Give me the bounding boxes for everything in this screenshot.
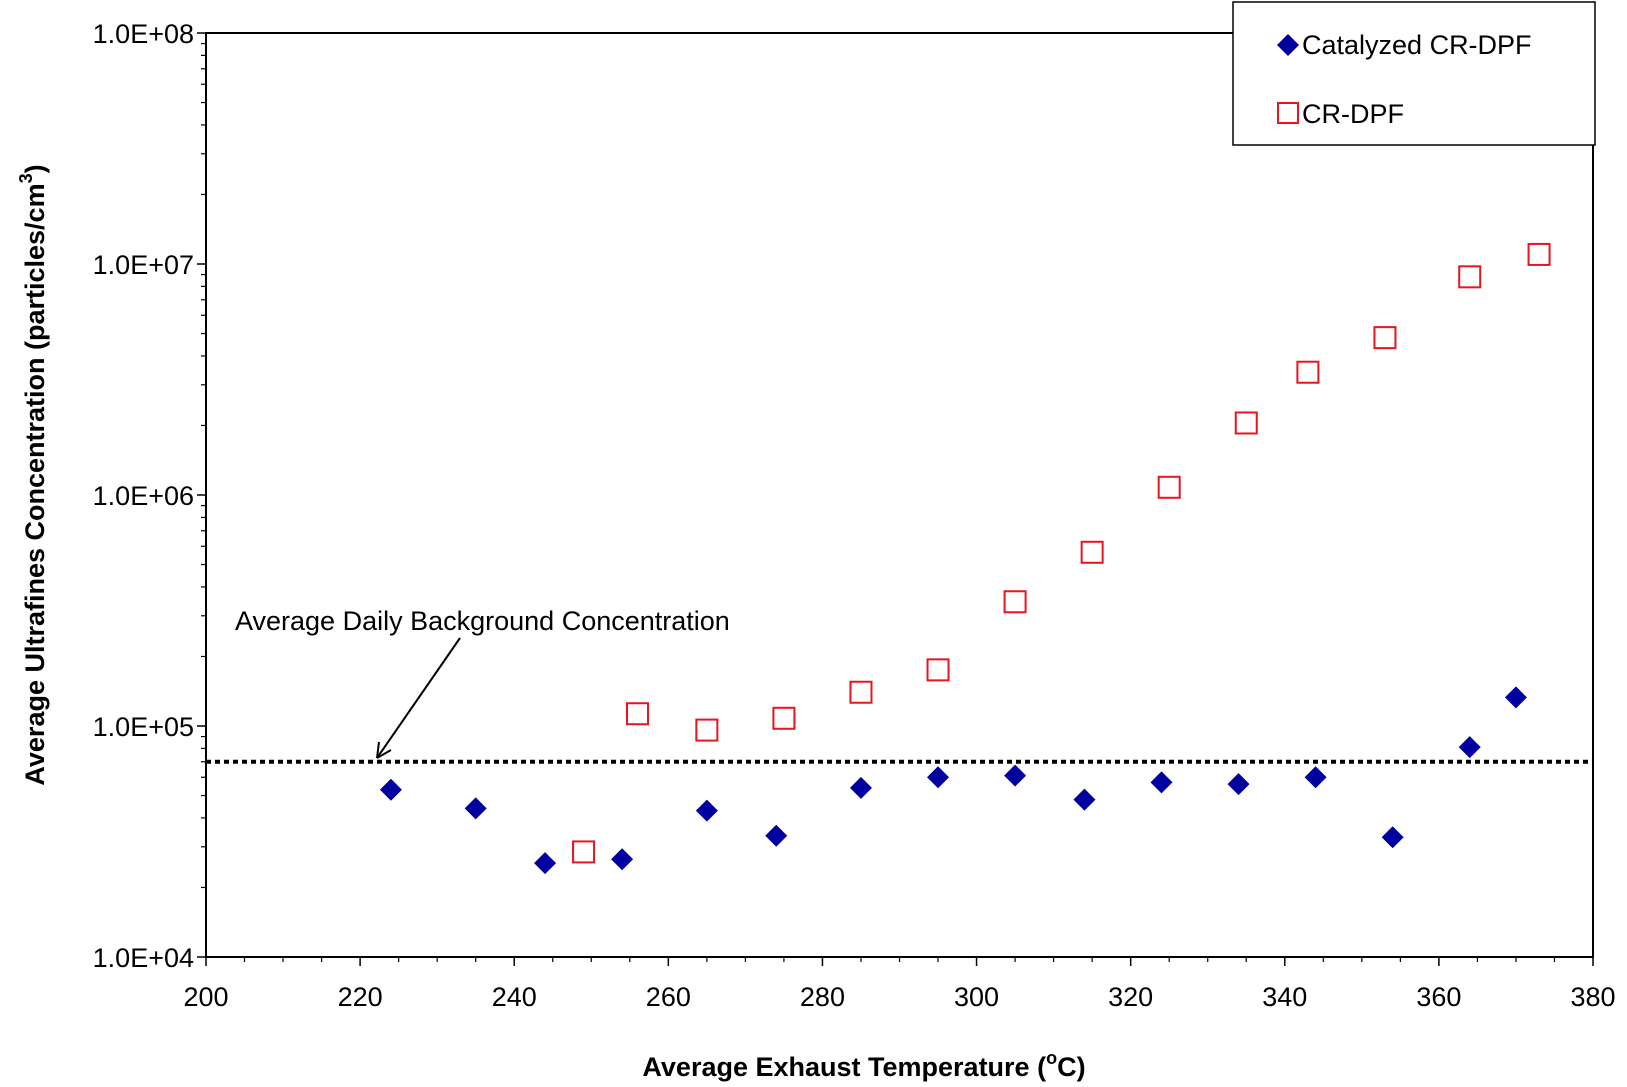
point-cr-dpf [1157,475,1181,499]
x-tick-label: 200 [183,982,228,1012]
point-cr-dpf [926,658,950,682]
y-axis-title-main: Average Ultrafines Concentration (partic… [20,183,50,785]
x-tick-label: 280 [800,982,845,1012]
plot-area [205,32,1594,958]
point-catalyzed-cr-dpf [1004,764,1027,787]
point-catalyzed-cr-dpf [927,766,950,789]
x-axis: 200 220 240 260 280 300 320 340 360 380 [183,957,1616,1012]
y-tick-label: 1.0E+04 [93,943,194,973]
legend-label-cr-dpf: CR-DPF [1302,99,1404,129]
x-axis-title-main: Average Exhaust Temperature ( [642,1052,1046,1082]
point-catalyzed-cr-dpf [1458,736,1481,759]
y-tick-label: 1.0E+05 [93,712,194,742]
annotation-arrow-head [376,741,392,759]
point-cr-dpf [1527,242,1551,266]
legend-diamond-marker [1277,34,1299,56]
x-tick-label: 220 [338,982,383,1012]
background-annotation: Average Daily Background Concentration [235,606,730,759]
x-tick-label: 360 [1416,982,1461,1012]
point-catalyzed-cr-dpf [849,776,872,799]
y-axis-title: Average Ultrafines Concentration (partic… [16,164,50,785]
point-catalyzed-cr-dpf [464,797,487,820]
x-tick-label: 380 [1570,982,1615,1012]
legend-label-catalyzed-cr-dpf: Catalyzed CR-DPF [1302,30,1532,60]
legend-square-marker [1277,102,1299,124]
point-catalyzed-cr-dpf [765,824,788,847]
point-catalyzed-cr-dpf [611,848,634,871]
y-axis: 1.0E+04 1.0E+05 1.0E+06 1.0E+07 1.0E+08 [93,19,206,973]
point-cr-dpf [772,706,796,730]
point-cr-dpf [1296,360,1320,384]
point-cr-dpf [572,840,596,864]
point-catalyzed-cr-dpf [379,778,402,801]
y-tick-label: 1.0E+08 [93,19,194,49]
point-catalyzed-cr-dpf [1073,788,1096,811]
point-catalyzed-cr-dpf [1227,773,1250,796]
x-tick-label: 300 [954,982,999,1012]
x-tick-label: 240 [492,982,537,1012]
x-axis-title: Average Exhaust Temperature (oC) [642,1048,1085,1082]
point-catalyzed-cr-dpf [1504,686,1527,709]
point-catalyzed-cr-dpf [534,852,557,875]
point-cr-dpf [1373,326,1397,350]
point-catalyzed-cr-dpf [1150,771,1173,794]
background-concentration-label: Average Daily Background Concentration [235,606,730,636]
point-cr-dpf [695,718,719,742]
x-tick-label: 260 [646,982,691,1012]
point-cr-dpf [849,680,873,704]
x-tick-label: 320 [1108,982,1153,1012]
y-tick-label: 1.0E+06 [93,481,194,511]
y-tick-label: 1.0E+07 [93,250,194,280]
x-axis-title-unit: C) [1057,1052,1086,1082]
point-cr-dpf [1458,265,1482,289]
point-cr-dpf [626,702,650,726]
annotation-arrow-shaft [376,637,461,759]
point-cr-dpf [1003,590,1027,614]
plot-border [205,32,1594,958]
point-catalyzed-cr-dpf [695,799,718,822]
x-tick-label: 340 [1262,982,1307,1012]
point-catalyzed-cr-dpf [1304,766,1327,789]
legend: Catalyzed CR-DPF CR-DPF [1232,1,1596,146]
point-cr-dpf [1234,411,1258,435]
y-axis-title-superscript: 3 [16,173,36,183]
point-catalyzed-cr-dpf [1381,826,1404,849]
data-points [379,242,1551,875]
x-axis-title-superscript: o [1046,1048,1057,1068]
point-cr-dpf [1080,540,1104,564]
y-axis-title-end: ) [20,164,50,173]
